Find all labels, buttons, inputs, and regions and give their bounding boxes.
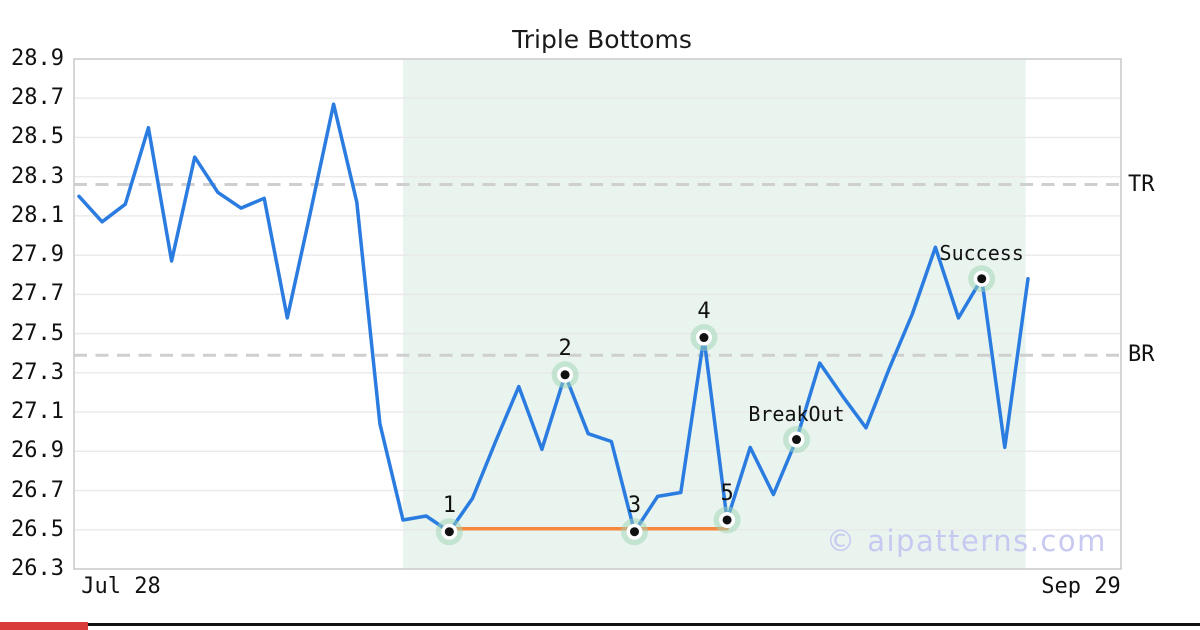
y-tick-label: 27.9 bbox=[11, 242, 64, 268]
y-tick-label: 27.1 bbox=[11, 399, 64, 425]
y-tick-label: 26.7 bbox=[11, 477, 64, 503]
price-line bbox=[77, 102, 1030, 534]
point-label-5: 5 bbox=[720, 480, 734, 506]
y-tick-label: 28.1 bbox=[11, 202, 64, 228]
point-label-1: 1 bbox=[442, 492, 456, 518]
x-tick-label-end: Sep 29 bbox=[1041, 574, 1121, 599]
marker-dot bbox=[977, 274, 987, 284]
y-tick-label: 28.3 bbox=[11, 163, 64, 189]
level-label-br: BR bbox=[1128, 342, 1155, 368]
chart-title: Triple Bottoms bbox=[512, 25, 692, 54]
marker-dot bbox=[630, 527, 640, 537]
marker-dot bbox=[722, 515, 732, 525]
x-tick-label-start: Jul 28 bbox=[81, 574, 161, 599]
y-tick-label: 28.9 bbox=[11, 46, 64, 71]
y-tick-label: 27.5 bbox=[11, 320, 64, 346]
point-label-4: 4 bbox=[697, 298, 711, 324]
y-tick-label: 26.9 bbox=[11, 438, 64, 464]
y-tick-label: 27.3 bbox=[11, 359, 64, 385]
y-tick-label: 27.7 bbox=[11, 281, 64, 307]
point-label-breakout: BreakOut bbox=[748, 401, 845, 426]
marker-dot bbox=[699, 333, 709, 343]
footer-accent-bar bbox=[0, 622, 88, 630]
plot-border bbox=[73, 58, 1122, 570]
watermark: © aipatterns.com bbox=[826, 524, 1107, 558]
y-tick-label: 28.5 bbox=[11, 124, 64, 150]
y-tick-label: 28.7 bbox=[11, 85, 64, 111]
y-tick-label: 26.3 bbox=[11, 556, 64, 581]
y-tick-label: 26.5 bbox=[11, 516, 64, 542]
pattern-highlight-region bbox=[403, 59, 1026, 569]
marker-dot bbox=[444, 527, 454, 537]
footer-rule bbox=[0, 623, 1200, 626]
marker-dot bbox=[792, 435, 802, 445]
level-label-tr: TR bbox=[1128, 171, 1155, 197]
marker-dot bbox=[560, 370, 570, 380]
point-label-2: 2 bbox=[558, 335, 572, 361]
point-label-success: Success bbox=[939, 240, 1024, 265]
point-label-3: 3 bbox=[627, 492, 642, 518]
